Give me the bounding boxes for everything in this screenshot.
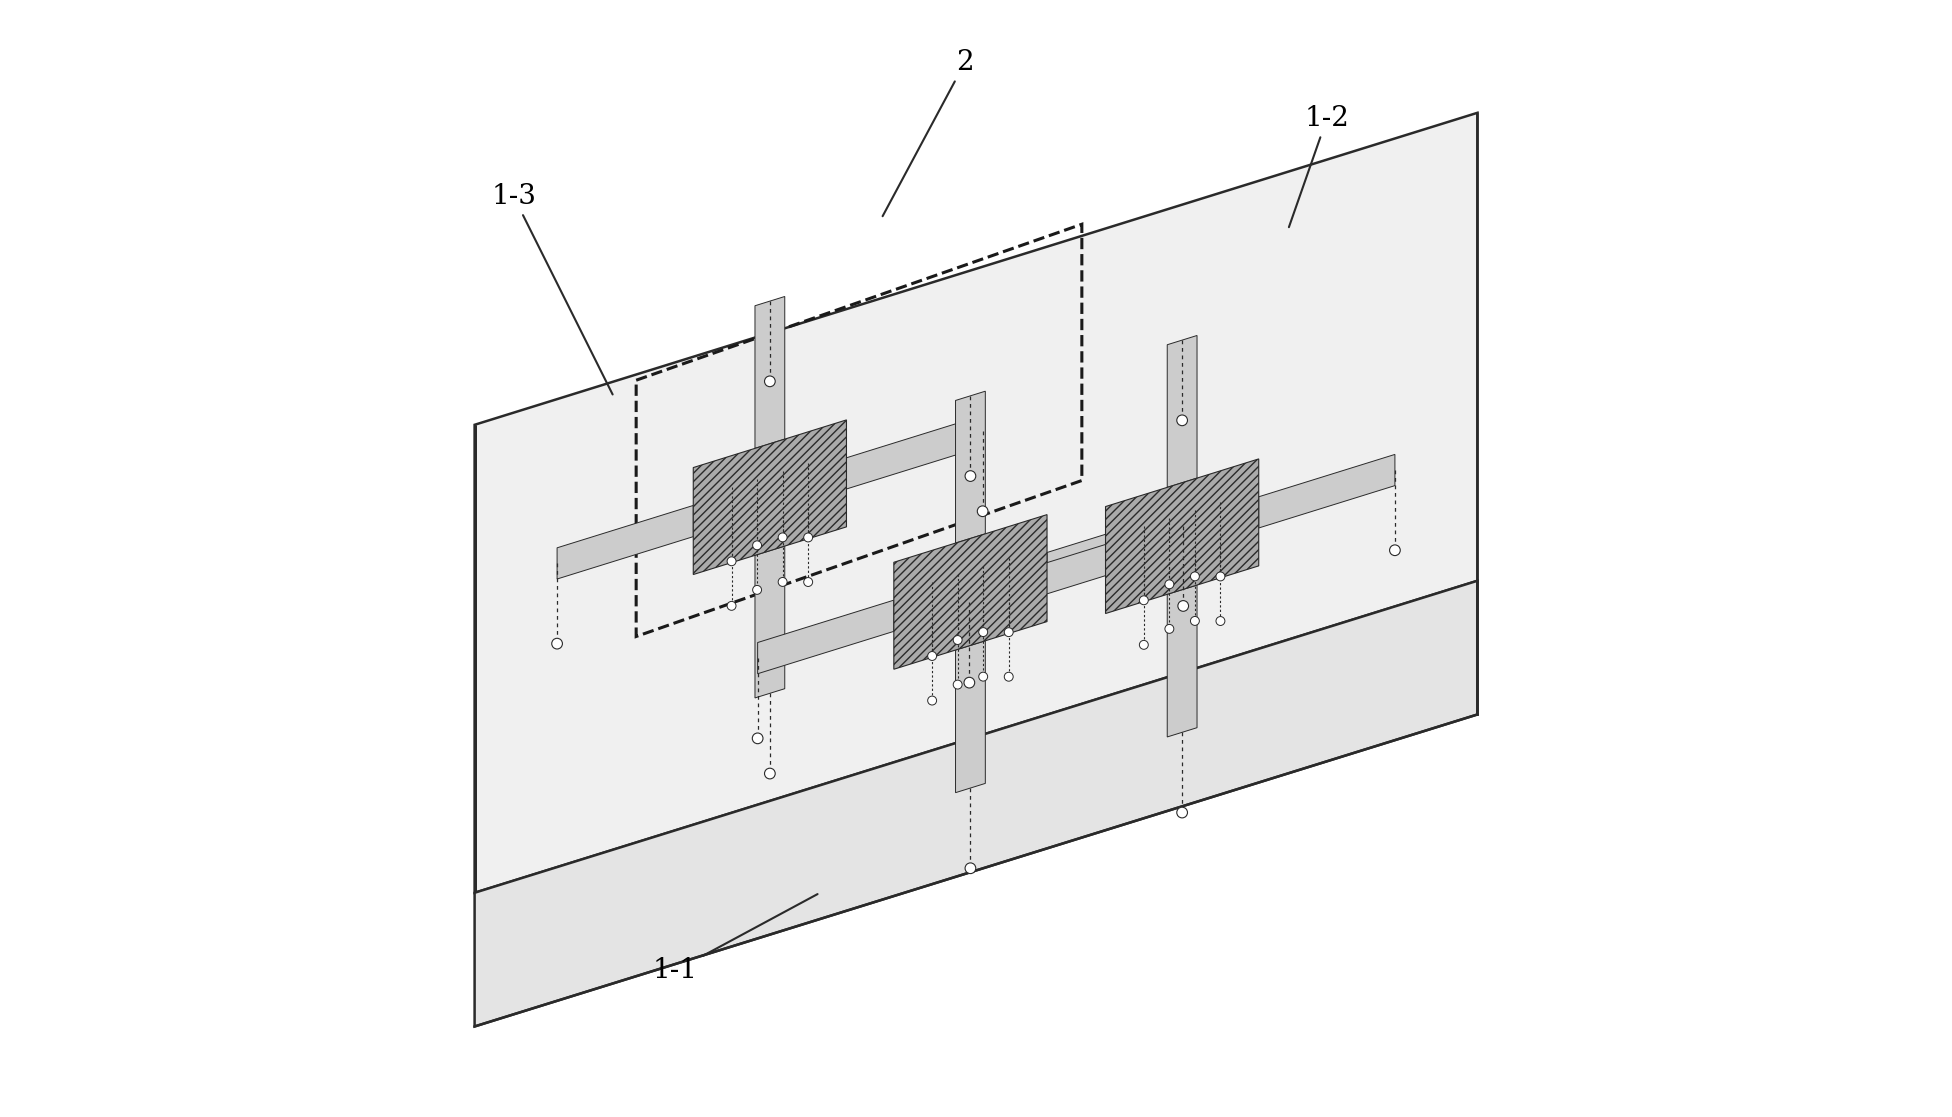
Polygon shape <box>956 641 986 793</box>
Text: 2: 2 <box>882 49 974 217</box>
Polygon shape <box>1167 585 1197 737</box>
Circle shape <box>964 470 976 481</box>
Text: 1-3: 1-3 <box>492 183 613 394</box>
Text: 1-2: 1-2 <box>1288 105 1349 227</box>
Polygon shape <box>693 420 847 574</box>
Polygon shape <box>757 600 894 674</box>
Circle shape <box>1216 617 1226 626</box>
Circle shape <box>779 577 787 586</box>
Circle shape <box>1191 617 1199 626</box>
Circle shape <box>1140 640 1148 649</box>
Circle shape <box>1003 628 1013 637</box>
Polygon shape <box>556 506 693 579</box>
Circle shape <box>726 556 736 565</box>
Circle shape <box>779 533 787 542</box>
Polygon shape <box>847 416 982 489</box>
Circle shape <box>1390 545 1400 555</box>
Circle shape <box>1177 416 1187 426</box>
Circle shape <box>1140 595 1148 604</box>
Circle shape <box>1177 808 1187 818</box>
Circle shape <box>953 636 962 645</box>
Circle shape <box>1216 572 1226 581</box>
Circle shape <box>1191 572 1199 581</box>
Text: 1-1: 1-1 <box>652 894 818 984</box>
Circle shape <box>1003 672 1013 681</box>
Circle shape <box>964 863 976 873</box>
Circle shape <box>752 733 763 744</box>
Polygon shape <box>1105 459 1259 613</box>
Polygon shape <box>474 113 1478 892</box>
Circle shape <box>1177 601 1189 611</box>
Circle shape <box>1165 580 1173 589</box>
Circle shape <box>978 506 988 516</box>
Circle shape <box>765 768 775 779</box>
Circle shape <box>927 651 937 660</box>
Circle shape <box>978 628 988 637</box>
Circle shape <box>753 585 761 594</box>
Circle shape <box>552 638 562 649</box>
Polygon shape <box>970 544 1105 618</box>
Polygon shape <box>474 581 1478 1027</box>
Polygon shape <box>1046 510 1183 584</box>
Circle shape <box>927 696 937 705</box>
Polygon shape <box>755 296 785 448</box>
Circle shape <box>978 672 988 681</box>
Polygon shape <box>755 546 785 698</box>
Circle shape <box>804 533 812 542</box>
Polygon shape <box>1259 455 1396 528</box>
Circle shape <box>753 541 761 550</box>
Circle shape <box>726 601 736 610</box>
Circle shape <box>804 577 812 586</box>
Polygon shape <box>1167 335 1197 487</box>
Circle shape <box>964 677 974 688</box>
Circle shape <box>765 376 775 386</box>
Polygon shape <box>894 515 1046 669</box>
Circle shape <box>1165 624 1173 633</box>
Circle shape <box>953 680 962 689</box>
Polygon shape <box>956 391 986 543</box>
